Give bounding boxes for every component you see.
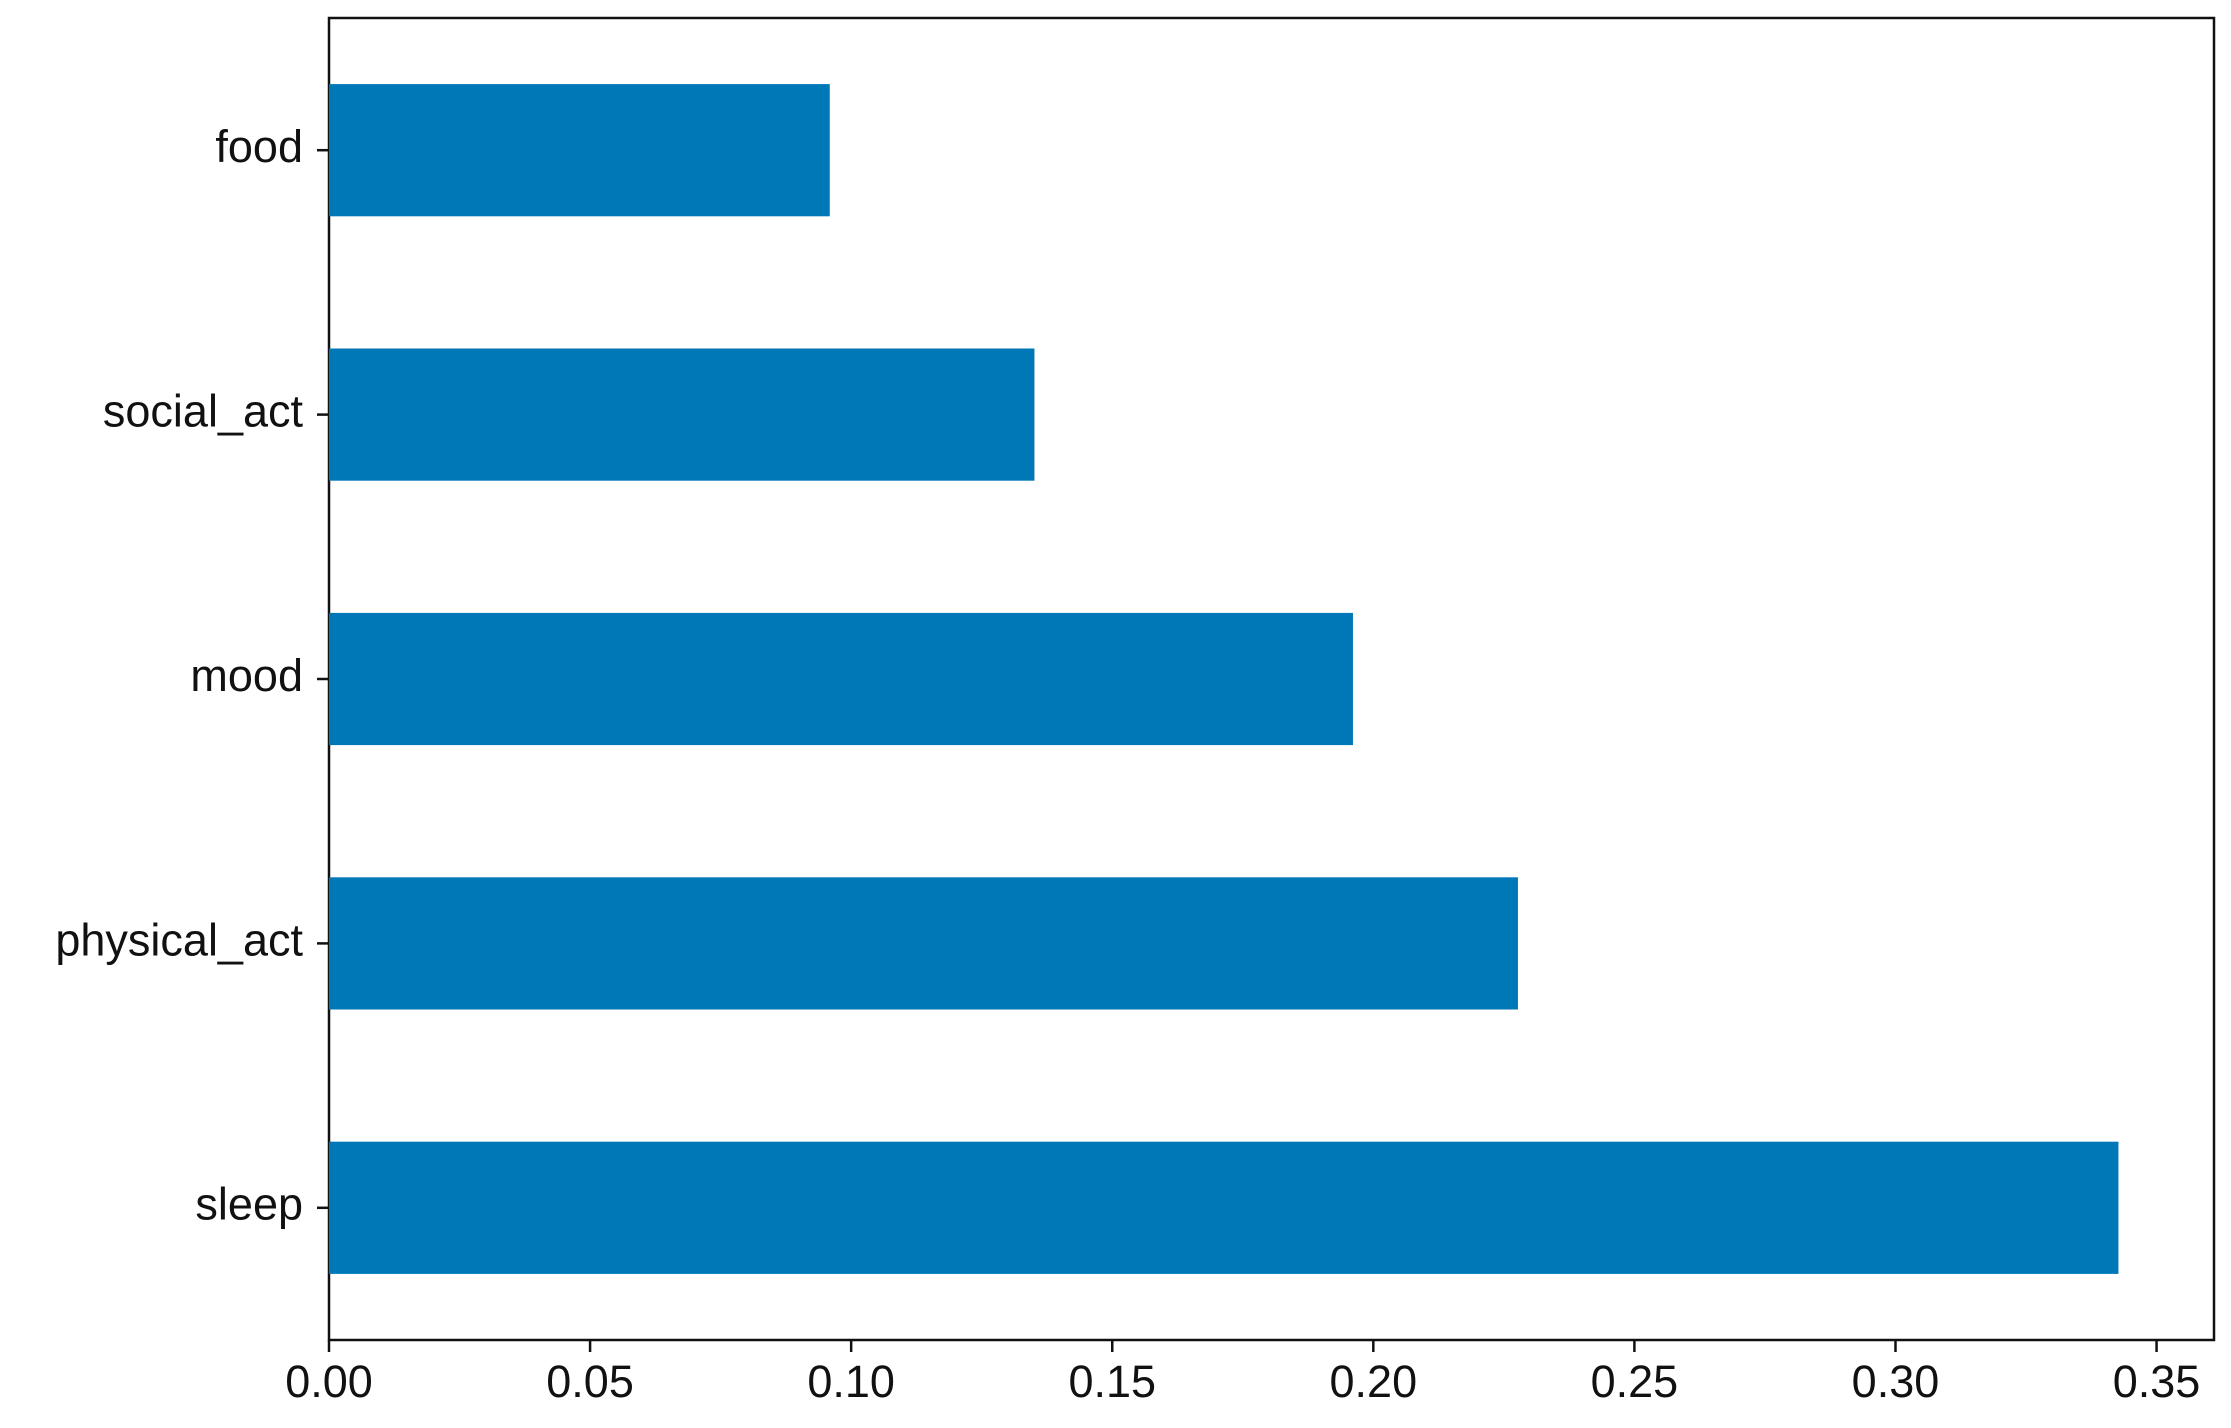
x-tick-label: 0.00 (285, 1356, 373, 1407)
x-tick-label: 0.20 (1330, 1356, 1418, 1407)
bar (329, 348, 1035, 481)
x-tick-label: 0.05 (546, 1356, 634, 1407)
x-tick-label: 0.15 (1068, 1356, 1156, 1407)
bar (329, 612, 1353, 746)
y-tick-label: food (215, 121, 303, 172)
x-tick-label: 0.35 (2113, 1356, 2201, 1407)
x-tick-label: 0.25 (1591, 1356, 1679, 1407)
bar (329, 877, 1518, 1010)
x-tick-label: 0.10 (807, 1356, 895, 1407)
y-tick-label: mood (190, 650, 303, 701)
y-tick-label: physical_act (55, 914, 303, 965)
bar (329, 84, 830, 217)
bar (329, 1141, 2119, 1274)
y-tick-label: social_act (103, 385, 304, 436)
y-tick-label: sleep (195, 1179, 303, 1230)
x-tick-label: 0.30 (1852, 1356, 1940, 1407)
